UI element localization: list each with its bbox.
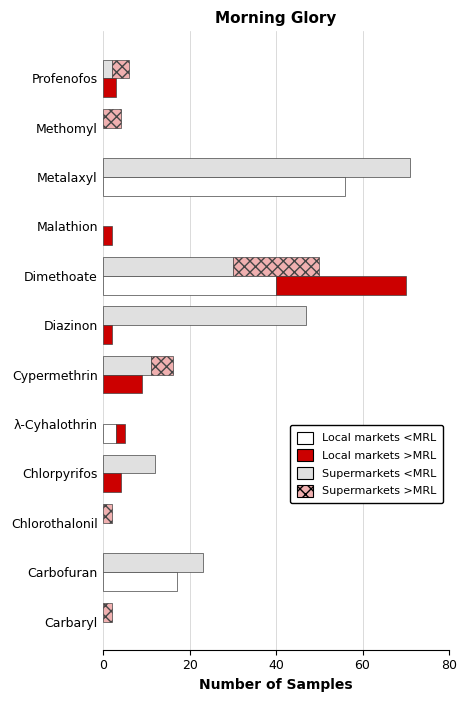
Bar [103,424,117,443]
Bar [103,325,112,344]
Bar [103,226,112,245]
Bar [103,504,112,523]
Bar [112,60,129,78]
Bar [103,473,121,492]
Bar [103,177,345,196]
X-axis label: Number of Samples: Number of Samples [199,678,353,692]
Bar [233,257,319,276]
Bar [151,356,173,375]
Bar [103,109,121,128]
Bar [276,276,406,295]
Bar [117,424,125,443]
Bar [103,158,410,177]
Bar [103,60,112,78]
Bar [103,375,142,394]
Bar [103,572,177,591]
Legend: Local markets <MRL, Local markets >MRL, Supermarkets <MRL, Supermarkets >MRL: Local markets <MRL, Local markets >MRL, … [290,425,443,503]
Bar [103,553,203,572]
Bar [103,78,117,97]
Bar [103,356,151,375]
Bar [103,307,307,325]
Title: Morning Glory: Morning Glory [215,11,337,26]
Bar [103,257,233,276]
Bar [103,276,276,295]
Bar [103,455,155,473]
Bar [103,602,112,621]
